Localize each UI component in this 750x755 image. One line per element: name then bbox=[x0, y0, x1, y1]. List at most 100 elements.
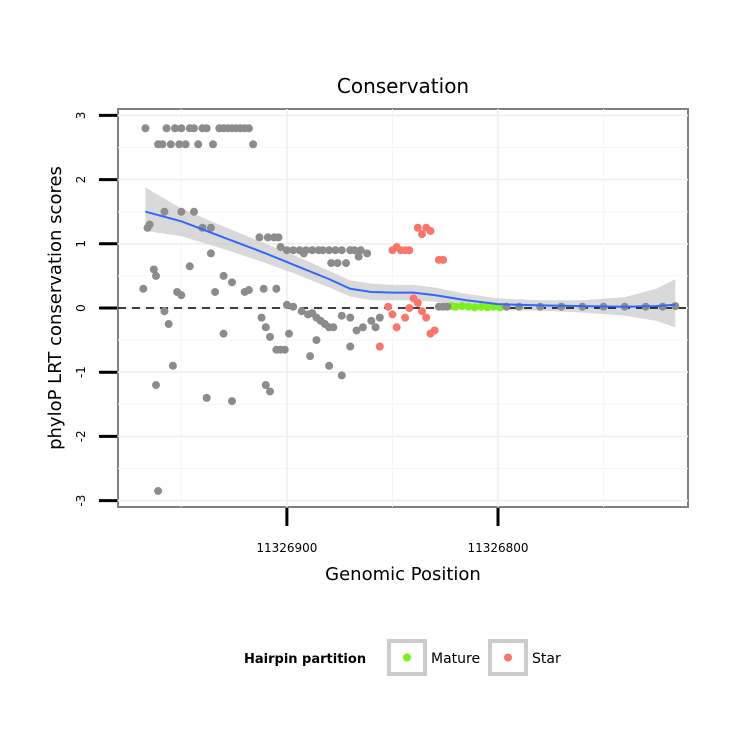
point-star bbox=[418, 230, 426, 239]
point-other bbox=[209, 140, 217, 149]
point-other bbox=[175, 140, 184, 149]
point-star bbox=[426, 329, 435, 338]
legend-swatch-star bbox=[504, 653, 512, 662]
legend-swatch-mature bbox=[403, 653, 411, 662]
point-other bbox=[266, 332, 274, 341]
point-mature bbox=[483, 303, 492, 312]
legend-label-star: Star bbox=[532, 651, 561, 667]
point-star bbox=[392, 323, 401, 332]
y-tick-label: -1 bbox=[74, 366, 88, 378]
point-star bbox=[401, 313, 410, 322]
x-tick-label: 11326800 bbox=[467, 541, 528, 555]
point-other bbox=[325, 361, 334, 370]
legend-label-mature: Mature bbox=[431, 651, 480, 667]
point-other bbox=[318, 246, 327, 255]
points-layer bbox=[139, 124, 680, 495]
smooth-line bbox=[145, 210, 676, 308]
point-other bbox=[228, 278, 236, 287]
point-other bbox=[177, 291, 186, 300]
point-baseline bbox=[443, 302, 452, 311]
point-star bbox=[405, 304, 414, 312]
y-tick-label: 2 bbox=[74, 176, 88, 184]
point-other bbox=[166, 140, 175, 149]
legend: Hairpin partition Mature Star bbox=[244, 639, 561, 676]
point-other bbox=[346, 313, 355, 322]
point-other bbox=[160, 307, 169, 316]
axis-layer: -3 -2 -1 0 1 2 3 11326900 11326800 bbox=[74, 112, 529, 555]
point-other bbox=[342, 259, 350, 268]
point-other bbox=[282, 300, 291, 309]
y-tick-label: 3 bbox=[74, 112, 88, 120]
point-other bbox=[141, 124, 150, 133]
point-other bbox=[219, 271, 228, 280]
point-other bbox=[299, 249, 308, 258]
point-other bbox=[371, 323, 380, 332]
point-star bbox=[439, 255, 448, 264]
point-other bbox=[152, 381, 160, 390]
series-star bbox=[375, 223, 448, 351]
point-other bbox=[276, 243, 285, 252]
point-other bbox=[263, 233, 272, 242]
point-other bbox=[219, 329, 228, 338]
point-star bbox=[413, 223, 422, 232]
point-other bbox=[152, 271, 160, 280]
point-other bbox=[306, 352, 315, 361]
point-other bbox=[177, 207, 186, 216]
point-star bbox=[426, 226, 435, 235]
y-tick-label: -2 bbox=[74, 430, 88, 442]
point-other bbox=[255, 233, 264, 242]
point-star bbox=[418, 307, 426, 316]
point-baseline bbox=[671, 302, 680, 311]
y-tick-label: 1 bbox=[74, 240, 88, 248]
point-star bbox=[413, 298, 422, 307]
point-other bbox=[331, 246, 340, 255]
legend-title: Hairpin partition bbox=[244, 652, 366, 667]
point-other bbox=[356, 246, 365, 255]
point-other bbox=[274, 233, 283, 242]
point-other bbox=[337, 311, 346, 320]
point-other bbox=[190, 124, 198, 133]
point-other bbox=[363, 249, 372, 258]
point-other bbox=[211, 287, 220, 296]
point-other bbox=[171, 124, 179, 133]
point-other bbox=[367, 316, 376, 325]
point-other bbox=[289, 246, 298, 255]
point-other bbox=[190, 207, 198, 216]
point-other bbox=[337, 371, 346, 380]
point-other bbox=[327, 259, 336, 268]
legend-item-mature: Mature bbox=[387, 639, 480, 676]
point-other bbox=[280, 345, 289, 354]
point-baseline bbox=[536, 302, 545, 311]
point-other bbox=[240, 287, 249, 296]
y-tick-label: 0 bbox=[74, 304, 88, 312]
point-other bbox=[181, 140, 190, 149]
point-other bbox=[272, 284, 281, 293]
y-axis-title: phyloP LRT conservation scores bbox=[45, 166, 66, 450]
point-star bbox=[422, 313, 431, 322]
point-other bbox=[202, 393, 211, 402]
chart-title: Conservation bbox=[337, 74, 469, 98]
x-axis-title: Genomic Position bbox=[325, 564, 481, 585]
series-mature bbox=[447, 302, 505, 312]
point-other bbox=[149, 265, 158, 274]
point-mature bbox=[458, 302, 467, 311]
point-other bbox=[259, 284, 268, 293]
point-other bbox=[206, 249, 215, 258]
point-other bbox=[329, 323, 338, 332]
point-other bbox=[185, 262, 194, 271]
point-other bbox=[261, 323, 270, 332]
point-star bbox=[388, 310, 397, 319]
point-other bbox=[352, 326, 361, 335]
smooth-layer bbox=[145, 210, 676, 308]
point-mature bbox=[451, 302, 460, 311]
point-other bbox=[358, 323, 367, 332]
point-other bbox=[244, 124, 253, 133]
point-other bbox=[154, 486, 163, 495]
x-tick-label: 11326900 bbox=[256, 541, 317, 555]
point-star bbox=[384, 302, 393, 311]
point-other bbox=[354, 252, 363, 261]
y-tick-label: -3 bbox=[74, 495, 88, 507]
point-other bbox=[346, 342, 355, 351]
